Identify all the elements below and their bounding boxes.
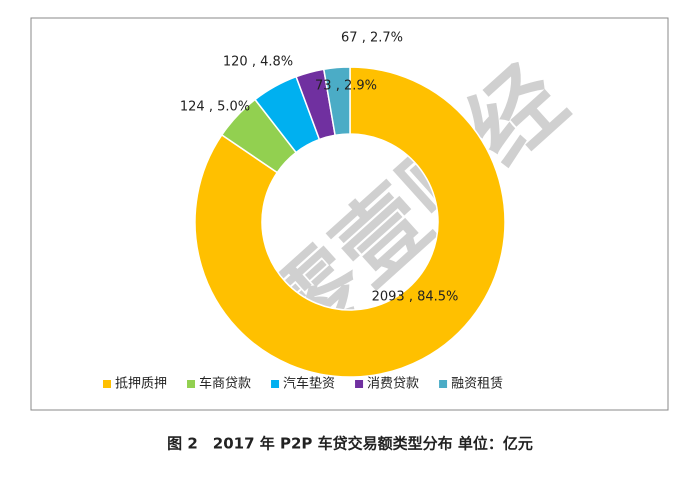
legend-swatch: [355, 380, 364, 388]
legend-swatch: [271, 380, 280, 388]
chart-title: 图 2 2017 年 P2P 车贷交易额类型分布 单位：亿元: [167, 435, 533, 453]
data-label: 73 , 2.9%: [315, 79, 377, 94]
legend-swatch: [187, 380, 196, 388]
donut-slice: [322, 66, 351, 137]
legend-label: 抵押质押: [115, 377, 167, 392]
data-label: 124 , 5.0%: [180, 100, 250, 115]
data-label: 2093 , 84.5%: [372, 290, 459, 305]
legend-label: 汽车垫资: [283, 376, 335, 392]
legend-label: 车商贷款: [199, 376, 251, 392]
legend-swatch: [103, 380, 111, 388]
legend-label: 融资租赁: [451, 377, 503, 392]
donut-slice: [194, 66, 506, 378]
data-label: 67 , 2.7%: [341, 31, 403, 46]
legend-swatch: [439, 380, 448, 388]
data-label: 120 , 4.8%: [223, 55, 293, 70]
legend-label: 消费贷款: [367, 377, 419, 392]
